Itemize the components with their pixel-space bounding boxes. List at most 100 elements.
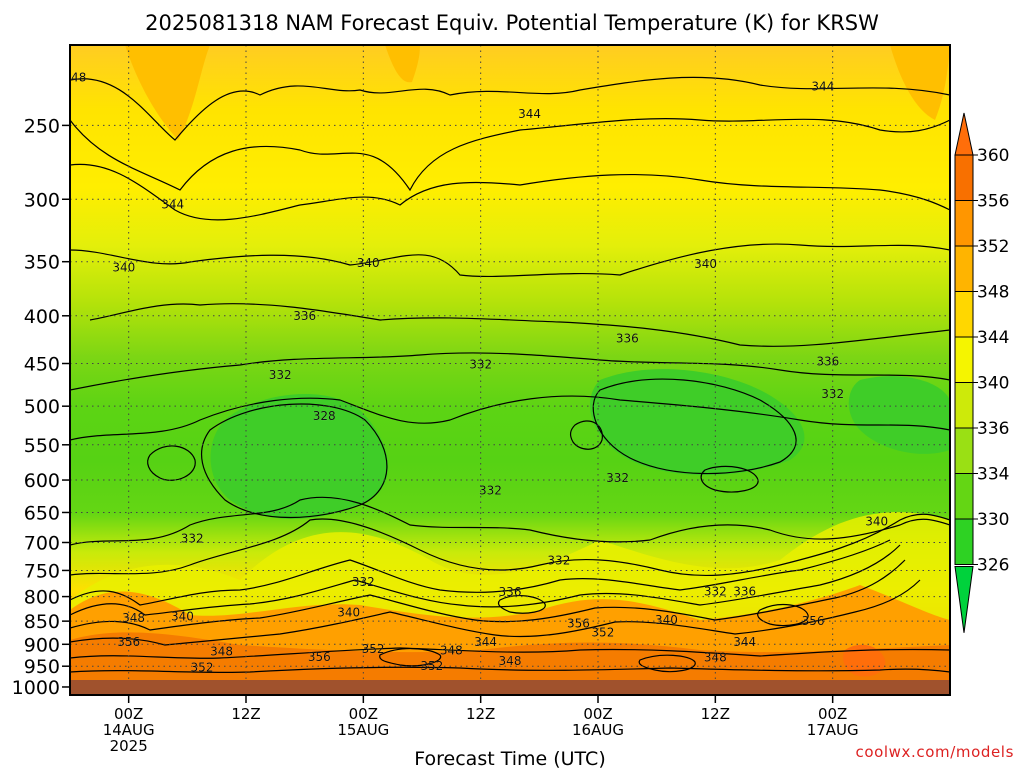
x-tick-label: 12Z [701,705,730,723]
y-tick-label: 600 [24,470,60,492]
y-tick-label: 300 [24,189,60,211]
y-tick-label: 950 [24,656,60,678]
contour-line [70,647,950,659]
contour-value-label: 352 [420,659,443,673]
contour-value-label: 348 [210,644,233,658]
y-tick-label: 400 [24,306,60,328]
colorbar-tick-label: 360 [977,146,1009,166]
contour-line [70,544,901,616]
contour-value-label: 332 [269,368,292,382]
contour-value-label: 340 [337,605,360,619]
contour-value-label: 336 [733,584,756,598]
contour-value-label: 332 [479,484,502,498]
contour-value-label: 348 [122,611,145,625]
colorbar-arrow-high [954,112,974,156]
contour-value-label: 356 [308,650,331,664]
x-tick-label: 14AUG [103,721,155,739]
contour-line [700,465,759,493]
contour-line [70,395,950,441]
contour-value-label: 336 [816,355,839,369]
contour-line [497,595,546,614]
plot-frame [69,44,951,696]
contour-value-label: 352 [591,625,614,639]
y-tick-label: 900 [24,634,60,656]
colorbar: 326 330 334 336 340 344 348 352 356 360 [954,112,1009,633]
red-orange-spot [843,644,886,677]
contour-value-label: 356 [802,614,825,628]
y-axis: 2503003504004505005506006507007508008509… [12,115,70,699]
x-tick-label: 00Z [349,705,378,723]
contour-value-label: 332 [821,387,844,401]
y-tick-label: 700 [24,532,60,554]
contour-line [70,76,950,141]
colorbar-swatch [954,245,974,292]
contour-value-label: 340 [655,613,678,627]
x-tick-label: 2025 [110,737,148,755]
orange-deep-low [70,632,950,695]
contour-value-label: 332 [606,471,629,485]
contour-value-label: 344 [811,79,834,93]
contour-value-label: 344 [518,107,541,121]
y-tick-label: 850 [24,611,60,633]
contour-value-label: 348 [704,651,727,665]
grid-lines [70,45,950,695]
contour-line [638,654,696,673]
y-tick-label: 1000 [12,677,60,699]
x-tick-label: 00Z [114,705,143,723]
contour-line [70,559,906,631]
colorbar-swatch [954,336,974,383]
colorbar-swatch [954,473,974,520]
contour-line [70,496,950,546]
contour-line [70,163,950,221]
colorbar-tick-label: 336 [977,419,1009,439]
colorbar-swatch [954,200,974,247]
contour-line [147,445,196,481]
y-tick-label: 350 [24,252,60,274]
contour-line [70,118,950,192]
y-tick-label: 250 [24,115,60,137]
y-tick-label: 550 [24,435,60,457]
contour-value-label: 348 [499,654,522,668]
contour-line [757,603,809,627]
colorbar-tick-label: 330 [977,510,1009,530]
y-tick-label: 450 [24,354,60,376]
contour-line [70,579,921,646]
green-core-mid [210,393,389,519]
contour-value-label: 332 [704,584,727,598]
x-tick-label: 12Z [231,705,260,723]
colorbar-tick-label: 348 [977,283,1009,303]
credit-text: coolwx.com/models [856,743,1015,761]
contour-value-label: 332 [547,554,570,568]
colorbar-tick-label: 326 [977,556,1009,576]
contour-lines [70,76,950,674]
contour-value-label: 344 [474,635,497,649]
contour-line [569,420,603,450]
x-tick-label: 15AUG [337,721,389,739]
colorbar-swatch [954,427,974,474]
y-tick-label: 650 [24,502,60,524]
contour-value-label: 332 [181,531,204,545]
contour-value-label: 348 [440,644,463,658]
colorbar-tick-label: 334 [977,465,1009,485]
colorbar-swatch [954,154,974,201]
x-tick-label: 12Z [466,705,495,723]
contour-value-label: 336 [616,331,639,345]
y-tick-label: 800 [24,587,60,609]
colorbar-tick-label: 340 [977,374,1009,394]
colorbar-tick-label: 352 [977,237,1009,257]
y-tick-label: 750 [24,560,60,582]
contour-value-label: 328 [313,409,336,423]
contour-line [70,352,950,391]
contour-value-label: 356 [117,635,140,649]
contour-line [70,243,950,278]
contour-value-label: 336 [293,309,316,323]
contour-value-label: 352 [362,642,385,656]
x-tick-label: 16AUG [572,721,624,739]
contour-value-label: 340 [694,257,717,271]
x-tick-label: 00Z [818,705,847,723]
